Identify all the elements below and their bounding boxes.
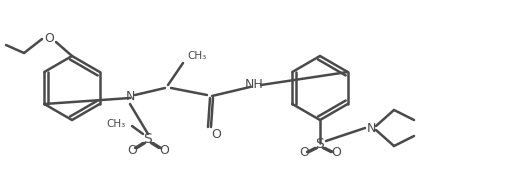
- Text: O: O: [159, 145, 169, 157]
- Text: NH: NH: [245, 78, 264, 91]
- Text: N: N: [366, 122, 376, 135]
- Text: O: O: [299, 146, 309, 159]
- Text: O: O: [44, 32, 54, 46]
- Text: S: S: [144, 132, 152, 146]
- Text: CH₃: CH₃: [107, 119, 126, 129]
- Text: O: O: [127, 145, 137, 157]
- Text: O: O: [331, 146, 341, 159]
- Text: O: O: [211, 128, 221, 141]
- Text: S: S: [315, 137, 324, 151]
- Text: N: N: [125, 91, 135, 103]
- Text: CH₃: CH₃: [187, 51, 206, 61]
